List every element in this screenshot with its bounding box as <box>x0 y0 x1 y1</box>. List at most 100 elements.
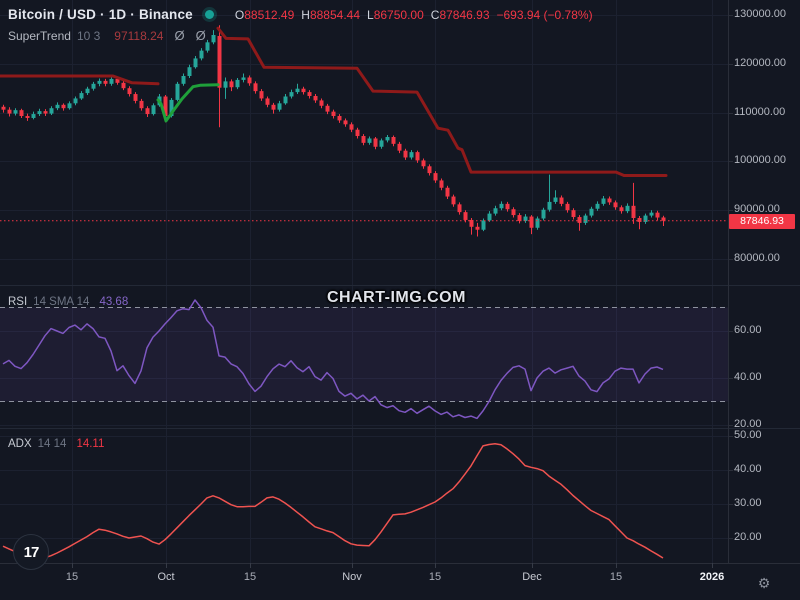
candle <box>355 129 360 137</box>
rsi-axis-label: 40.00 <box>734 371 762 383</box>
price-axis-label: 110000.00 <box>734 106 786 118</box>
candle <box>181 76 186 84</box>
candle <box>109 78 114 84</box>
candle <box>49 108 54 114</box>
candle <box>331 111 336 117</box>
candle <box>385 137 390 141</box>
tradingview-logo-glyph: 17 <box>23 543 40 561</box>
candle <box>55 104 60 109</box>
price-axis-label: 120000.00 <box>734 57 786 69</box>
candle <box>535 218 540 228</box>
last-price-badge: 87846.93 <box>729 214 795 229</box>
candle <box>367 138 372 143</box>
candle <box>487 213 492 221</box>
candle <box>91 83 96 89</box>
candle <box>277 103 282 110</box>
candle <box>409 152 414 158</box>
rsi-line <box>2 299 664 420</box>
candle <box>601 198 606 204</box>
candle <box>469 219 474 227</box>
candle <box>643 215 648 222</box>
candle <box>13 110 18 114</box>
rsi-axis-label: 20.00 <box>734 418 762 430</box>
candle <box>103 80 108 84</box>
adx-axis-label: 20.00 <box>734 531 762 543</box>
candle <box>529 216 534 228</box>
adx-line <box>2 443 664 560</box>
candle <box>505 203 510 210</box>
time-axis-label: 15 <box>609 571 623 583</box>
time-scale-axis[interactable] <box>0 563 800 600</box>
candle <box>121 82 126 89</box>
candle <box>61 104 66 109</box>
candle <box>235 79 240 88</box>
candle <box>511 209 516 216</box>
candle <box>499 203 504 209</box>
candle <box>595 203 600 209</box>
candle <box>145 108 150 115</box>
candle <box>553 197 558 202</box>
time-axis-label: 2026 <box>699 571 725 583</box>
settings-gear-icon[interactable]: ⚙ <box>757 576 771 592</box>
candle <box>613 202 618 208</box>
candle <box>481 220 486 230</box>
rsi-band <box>0 307 728 402</box>
candle <box>193 58 198 68</box>
candle <box>1 106 6 110</box>
time-axis-label: 15 <box>65 571 79 583</box>
candle <box>163 96 168 117</box>
candle <box>307 92 312 97</box>
candle <box>7 109 12 114</box>
rsi-axis-label: 60.00 <box>734 324 762 336</box>
candle <box>565 203 570 211</box>
candle <box>319 100 324 106</box>
candle <box>397 143 402 151</box>
candle <box>583 215 588 223</box>
time-axis-label: 15 <box>243 571 257 583</box>
candle <box>223 81 228 88</box>
candle <box>97 80 102 84</box>
pane-borders <box>0 0 800 568</box>
price-scale-axis[interactable] <box>728 0 800 563</box>
grid-lines <box>0 0 728 563</box>
price-axis-label: 90000.00 <box>734 203 780 215</box>
candle <box>115 78 120 83</box>
supertrend-down-segment <box>216 26 668 177</box>
candle <box>541 209 546 219</box>
candle <box>31 114 36 118</box>
candle <box>127 88 132 95</box>
candle <box>427 166 432 174</box>
candle <box>577 217 582 223</box>
time-axis-label: Oct <box>157 571 175 583</box>
price-axis-label: 80000.00 <box>734 252 780 264</box>
candle <box>247 77 252 84</box>
candle <box>361 136 366 143</box>
candle <box>349 124 354 130</box>
candle <box>625 205 630 212</box>
candle <box>373 138 378 147</box>
candle <box>403 150 408 158</box>
supertrend-up-segment <box>156 83 220 123</box>
tradingview-logo[interactable]: 17 <box>13 534 49 570</box>
candle <box>637 218 642 222</box>
candle <box>571 210 576 218</box>
candle <box>151 105 156 115</box>
candle <box>379 140 384 147</box>
candle <box>661 217 666 221</box>
candle <box>559 197 564 204</box>
candle <box>457 204 462 213</box>
candle <box>655 212 660 218</box>
candle <box>649 212 654 216</box>
candle <box>79 93 84 99</box>
supertrend-lines <box>0 26 668 177</box>
candle <box>175 83 180 100</box>
candle <box>619 207 624 212</box>
candle <box>475 226 480 230</box>
candle <box>445 187 450 197</box>
candle <box>631 205 636 219</box>
candle <box>241 77 246 80</box>
time-axis-label: 15 <box>428 571 442 583</box>
candle <box>589 208 594 216</box>
